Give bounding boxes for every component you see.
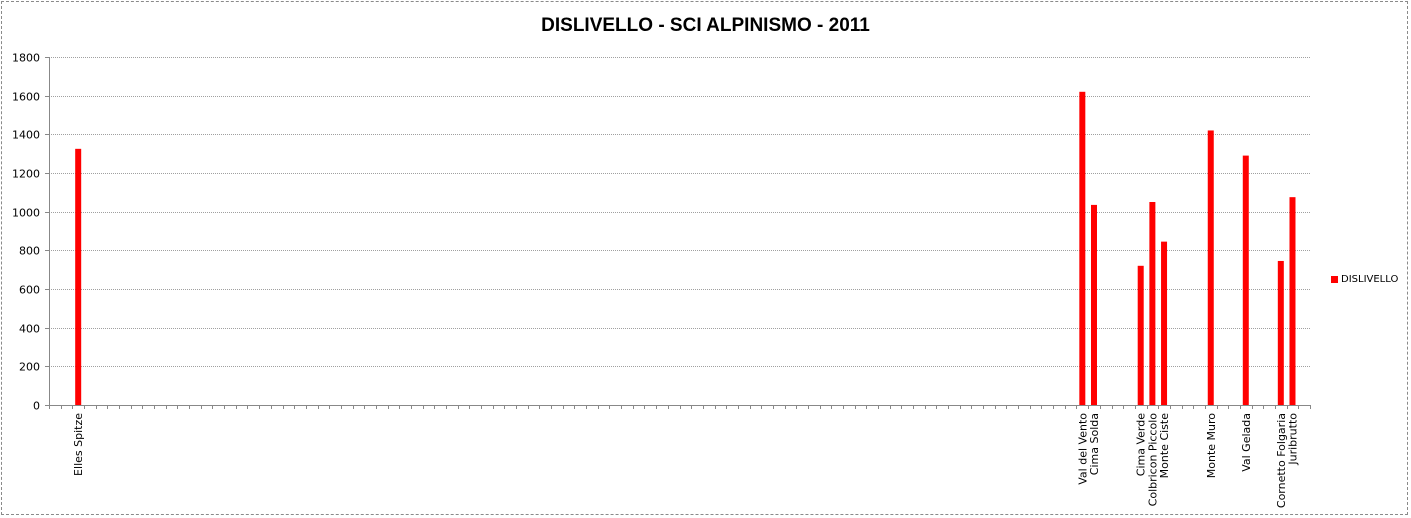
x-tick-label: Juribrutto	[1286, 413, 1299, 466]
y-tick-label: 200	[19, 361, 40, 374]
bar-val-del-vento	[1079, 91, 1086, 406]
y-tick-label: 1600	[12, 91, 40, 104]
x-tick-label: Val Gelada	[1240, 413, 1253, 472]
y-tick-label: 1000	[12, 207, 40, 220]
x-tick-label: Monte Ciste	[1158, 413, 1171, 479]
y-tick-label: 1200	[12, 168, 40, 181]
legend-swatch	[1331, 276, 1338, 283]
y-tick-label: 800	[19, 245, 40, 258]
x-tick-label: Val del Vento	[1076, 413, 1089, 485]
y-tick-label: 0	[33, 400, 40, 413]
legend-label: DISLIVELLO	[1341, 274, 1399, 285]
y-tick-label: 600	[19, 284, 40, 297]
y-tick-label: 400	[19, 323, 40, 336]
x-tick-label: Monte Muro	[1205, 413, 1218, 479]
bar-cima-solda	[1090, 204, 1097, 405]
chart-title: DISLIVELLO - SCI ALPINISMO - 2011	[541, 15, 870, 36]
x-tick-label: Colbricon Piccolo	[1146, 413, 1159, 507]
x-tick-label: Cima Verde	[1135, 413, 1148, 476]
bar-monte-ciste	[1161, 241, 1168, 405]
bar-colbricon-piccolo	[1149, 202, 1156, 405]
x-tick-label: Cornetto Folgaria	[1275, 413, 1288, 508]
y-tick-label: 1800	[12, 52, 40, 65]
x-tick-label: Cima Solda	[1088, 413, 1101, 475]
bar-monte-muro	[1207, 130, 1214, 405]
bar-val-gelada	[1242, 155, 1249, 405]
bar-cornetto-folgaria	[1277, 260, 1284, 405]
legend: DISLIVELLO	[1331, 274, 1398, 285]
bar-cima-verde	[1137, 265, 1144, 405]
y-tick-label: 1400	[12, 129, 40, 142]
x-tick-label: Elles Spitze	[72, 413, 85, 476]
bar-juribrutto	[1289, 197, 1296, 405]
bar-elles-spitze	[75, 148, 82, 406]
